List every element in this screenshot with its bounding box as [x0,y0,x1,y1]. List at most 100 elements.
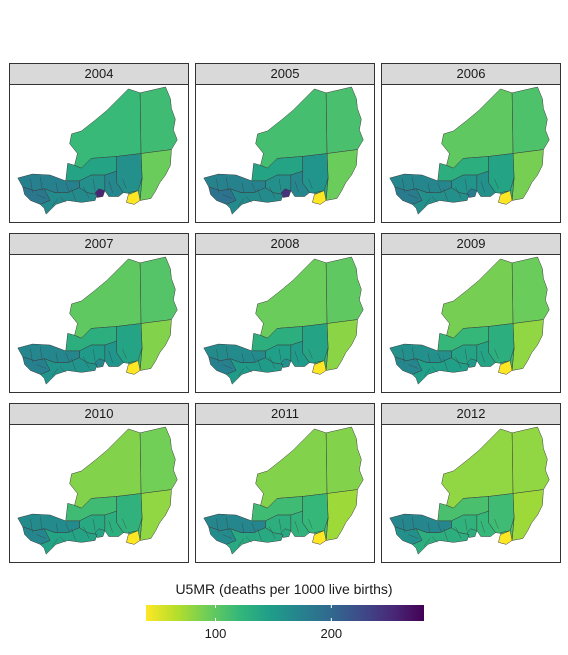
map-frame [9,424,189,563]
district-boundary [431,366,438,373]
district-boundary [245,536,252,543]
map-panel-2004: 2004 [9,63,189,223]
district-boundary [294,350,299,363]
district-boundary [443,528,448,541]
district-boundary [423,198,431,207]
district-boundary [237,538,245,547]
district-boundary [412,516,415,531]
region-maradi [290,340,310,367]
district-boundary [480,520,485,533]
district-boundary [408,194,419,199]
region-maradi [104,170,124,197]
colorbar-tick-label: 200 [320,626,343,641]
region-lake [126,530,141,545]
panel-year-label: 2004 [9,63,189,85]
panel-year-label: 2009 [381,233,561,255]
district-boundary [431,196,438,203]
region-northeast [325,86,364,154]
region-maradi [104,340,124,367]
district-boundary [40,176,43,191]
district-boundary [55,182,59,193]
district-boundary [92,518,96,531]
region-lake [498,530,513,545]
district-boundary [464,518,468,531]
district-boundary [108,350,113,363]
region-zinder_hot [466,188,478,198]
district-boundary [71,188,76,201]
district-boundary [245,366,252,373]
region-diffa [325,489,358,541]
district-boundary [408,364,419,369]
district-boundary [59,196,66,203]
niger-map [389,256,550,385]
niger-map [203,86,364,215]
region-diffa [511,149,544,201]
district-boundary [455,526,462,539]
map-panel-2010: 2010 [9,403,189,563]
region-lake [312,190,327,205]
map-frame [381,84,561,223]
map-panel-2008: 2008 [195,233,375,393]
district-boundary [40,346,43,361]
district-boundary [51,368,59,377]
region-southwest [412,187,470,215]
niger-map [203,426,364,555]
region-diffa [325,149,358,201]
niger-map [203,256,364,385]
niger-map [389,86,550,215]
district-boundary [423,538,431,547]
niger-map [17,86,178,215]
panel-year-label: 2010 [9,403,189,425]
region-lake [498,360,513,375]
region-southwest [40,527,98,555]
district-boundary [427,352,431,363]
district-boundary [226,516,229,531]
district-boundary [216,518,219,533]
panel-year-label: 2007 [9,233,189,255]
district-boundary [278,178,282,191]
panel-year-label: 2011 [195,403,375,425]
district-boundary [36,364,47,369]
district-boundary [308,178,313,189]
district-boundary [226,176,229,191]
district-boundary [222,534,233,539]
region-zinder_hot [94,188,106,198]
district-boundary [122,178,127,189]
district-boundary [108,520,113,533]
district-boundary [36,534,47,539]
niger-map [17,426,178,555]
district-boundary [443,188,448,201]
panel-year-label: 2008 [195,233,375,255]
district-boundary [257,188,262,201]
region-diffa [139,319,172,371]
district-boundary [427,522,431,533]
region-northeast [325,426,364,494]
district-boundary [251,182,256,193]
district-boundary [216,348,219,363]
map-panel-2007: 2007 [9,233,189,393]
region-maradi [290,510,310,537]
district-boundary [122,348,127,359]
district-boundary [427,182,431,193]
district-boundary [464,178,468,191]
district-boundary [59,366,66,373]
colorbar-tick-label: 100 [204,626,227,641]
district-boundary [30,178,33,193]
region-diffa [139,489,172,541]
district-boundary [55,352,59,363]
region-zinder_hot [280,188,292,198]
district-boundary [437,182,442,193]
district-boundary [269,186,276,199]
district-boundary [412,176,415,191]
district-boundary [30,518,33,533]
district-boundary [237,368,245,377]
panel-year-label: 2012 [381,403,561,425]
region-zinder_hot [280,358,292,368]
district-boundary [269,356,276,369]
region-maradi [476,170,496,197]
district-boundary [92,178,96,191]
district-boundary [245,196,252,203]
district-boundary [251,352,256,363]
district-boundary [278,348,282,361]
district-boundary [65,182,70,193]
